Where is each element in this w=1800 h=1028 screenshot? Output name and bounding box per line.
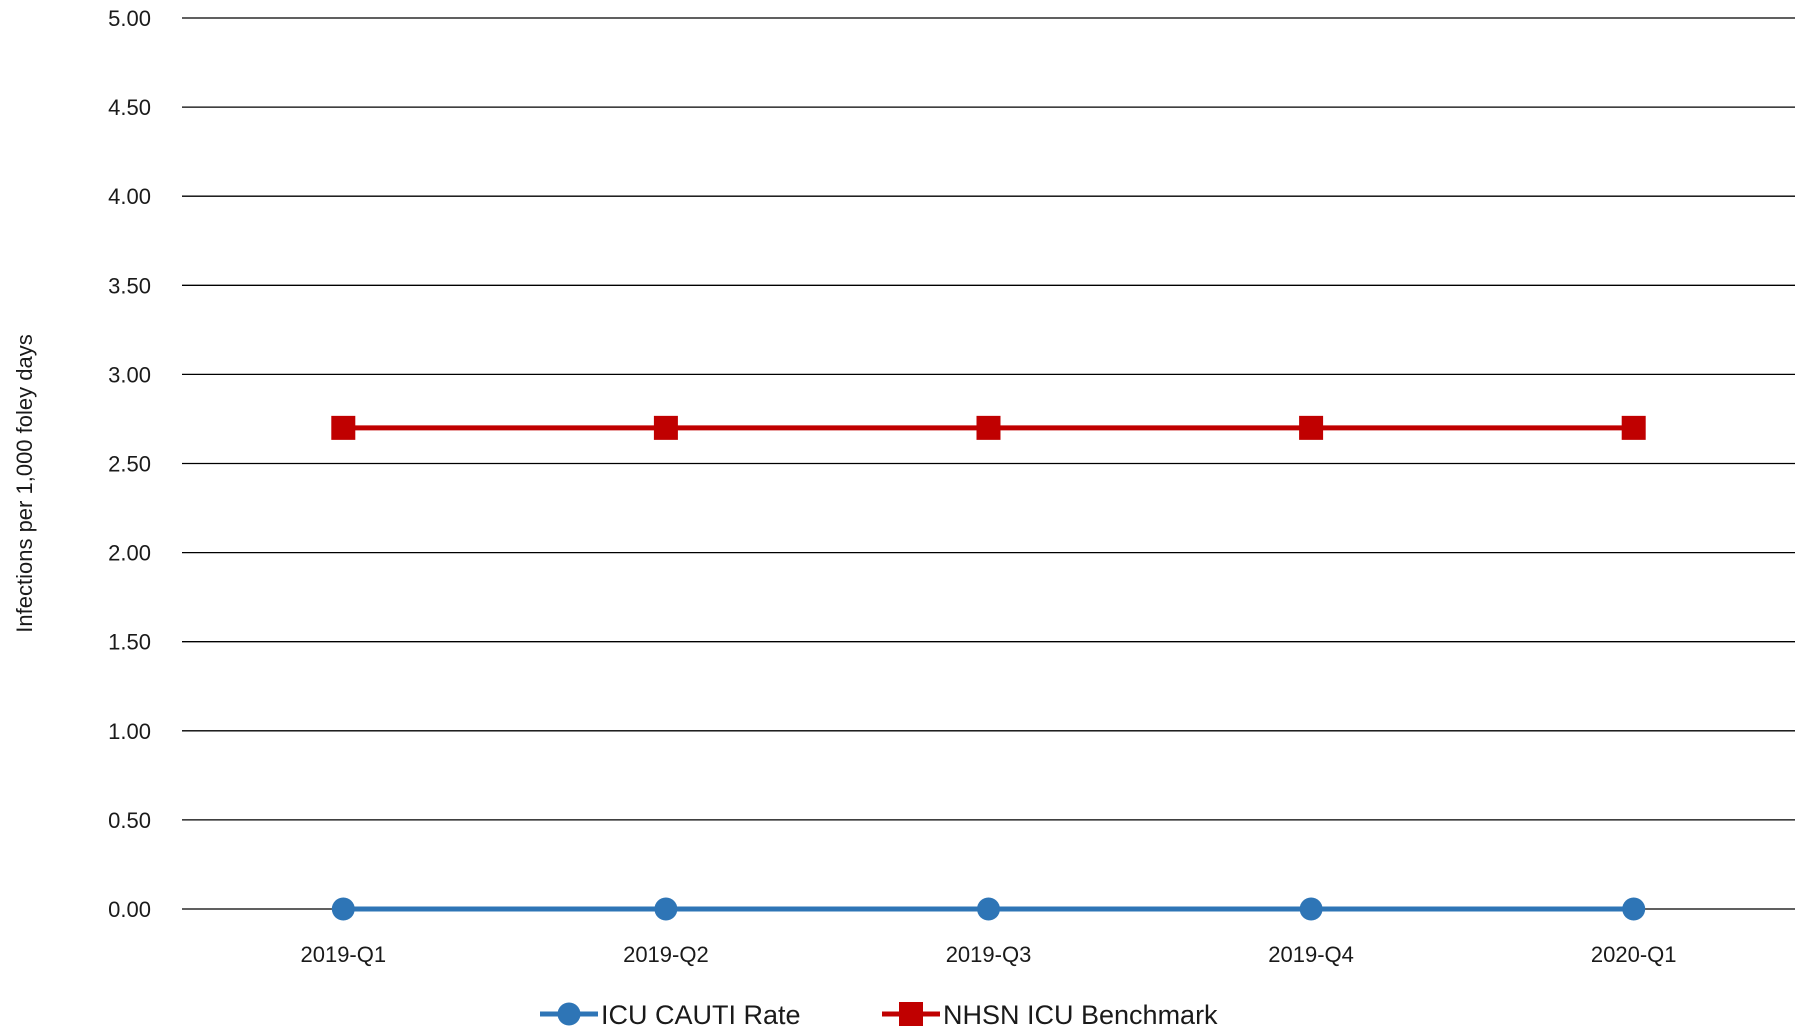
x-tick-label: 2019-Q3 [946,942,1032,967]
data-point-square [976,415,1001,440]
y-axis-title: Infections per 1,000 foley days [12,334,37,632]
y-tick-label: 0.00 [108,897,151,922]
y-tick-label: 3.50 [108,273,151,298]
series-0 [331,897,1646,921]
data-point-circle [331,897,355,921]
data-point-square [331,415,356,440]
y-tick-label: 4.50 [108,95,151,120]
x-tick-label: 2020-Q1 [1591,942,1677,967]
x-tick-label: 2019-Q1 [300,942,386,967]
data-point-circle [654,897,678,921]
legend-marker-circle [557,1002,581,1026]
data-point-circle [1622,897,1646,921]
y-tick-label: 3.00 [108,362,151,387]
x-axis-tick-labels: 2019-Q1 2019-Q2 2019-Q3 2019-Q4 2020-Q1 [300,942,1676,967]
data-point-square [653,415,678,440]
legend: ICU CAUTI Rate NHSN ICU Benchmark [540,1000,1218,1028]
data-point-circle [1299,897,1323,921]
gridlines [182,17,1795,910]
y-tick-label: 5.00 [108,6,151,31]
y-tick-label: 1.00 [108,719,151,744]
legend-marker-square [899,1002,923,1026]
legend-item: NHSN ICU Benchmark [882,1000,1218,1028]
legend-item: ICU CAUTI Rate [540,1000,801,1028]
y-tick-label: 1.50 [108,630,151,655]
data-point-circle [977,897,1000,921]
x-tick-label: 2019-Q2 [623,942,709,967]
legend-label: NHSN ICU Benchmark [943,1000,1218,1028]
series-lines [331,415,1646,921]
series-1 [331,415,1646,440]
legend-label: ICU CAUTI Rate [601,1000,801,1028]
data-point-square [1299,415,1324,440]
y-axis-tick-labels: 0.00 0.50 1.00 1.50 2.00 2.50 3.00 3.50 4.00 4.50… [108,6,151,922]
y-tick-label: 0.50 [108,808,151,833]
y-tick-label: 4.00 [108,184,151,209]
data-point-square [1621,415,1646,440]
y-tick-label: 2.00 [108,541,151,566]
x-tick-label: 2019-Q4 [1268,942,1354,967]
y-tick-label: 2.50 [108,452,151,477]
